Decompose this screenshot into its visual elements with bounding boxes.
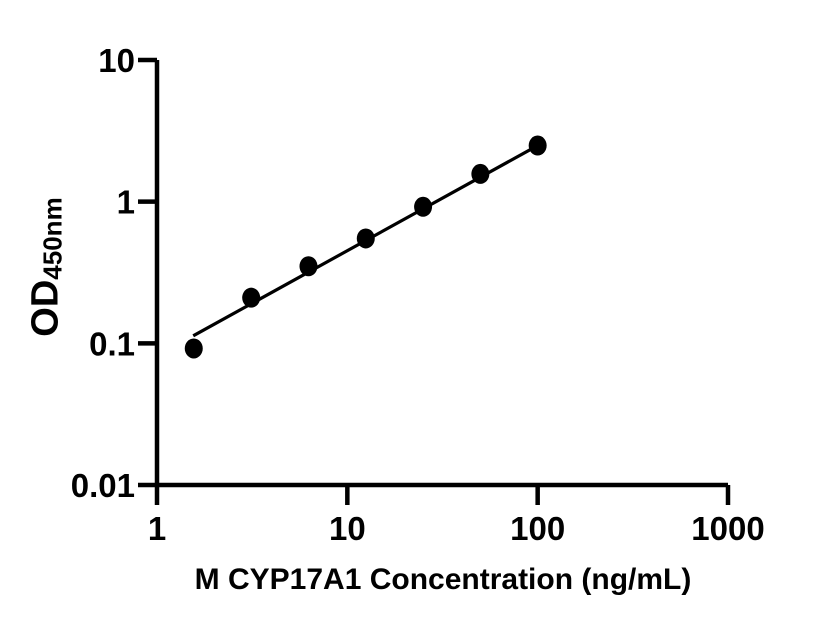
y-axis-title-main: OD — [24, 279, 67, 337]
data-point — [528, 135, 547, 156]
y-tick-label: 10 — [98, 42, 135, 79]
data-point — [414, 196, 433, 217]
data-point — [184, 338, 203, 359]
x-tick-label: 1 — [148, 510, 166, 547]
y-axis-title: OD450nm — [25, 197, 68, 336]
data-point — [471, 163, 490, 184]
y-tick-label: 0.01 — [71, 467, 135, 504]
data-point — [356, 228, 375, 249]
data-point — [242, 287, 261, 308]
x-tick-label: 1000 — [691, 510, 764, 547]
data-point — [299, 256, 318, 277]
y-tick-label: 0.1 — [89, 325, 135, 362]
y-tick-label: 1 — [117, 184, 135, 221]
x-tick-label: 10 — [329, 510, 366, 547]
x-tick-label: 100 — [510, 510, 565, 547]
x-axis-title: M CYP17A1 Concentration (ng/mL) — [194, 563, 692, 596]
y-axis-title-subscript: 450nm — [37, 197, 68, 280]
